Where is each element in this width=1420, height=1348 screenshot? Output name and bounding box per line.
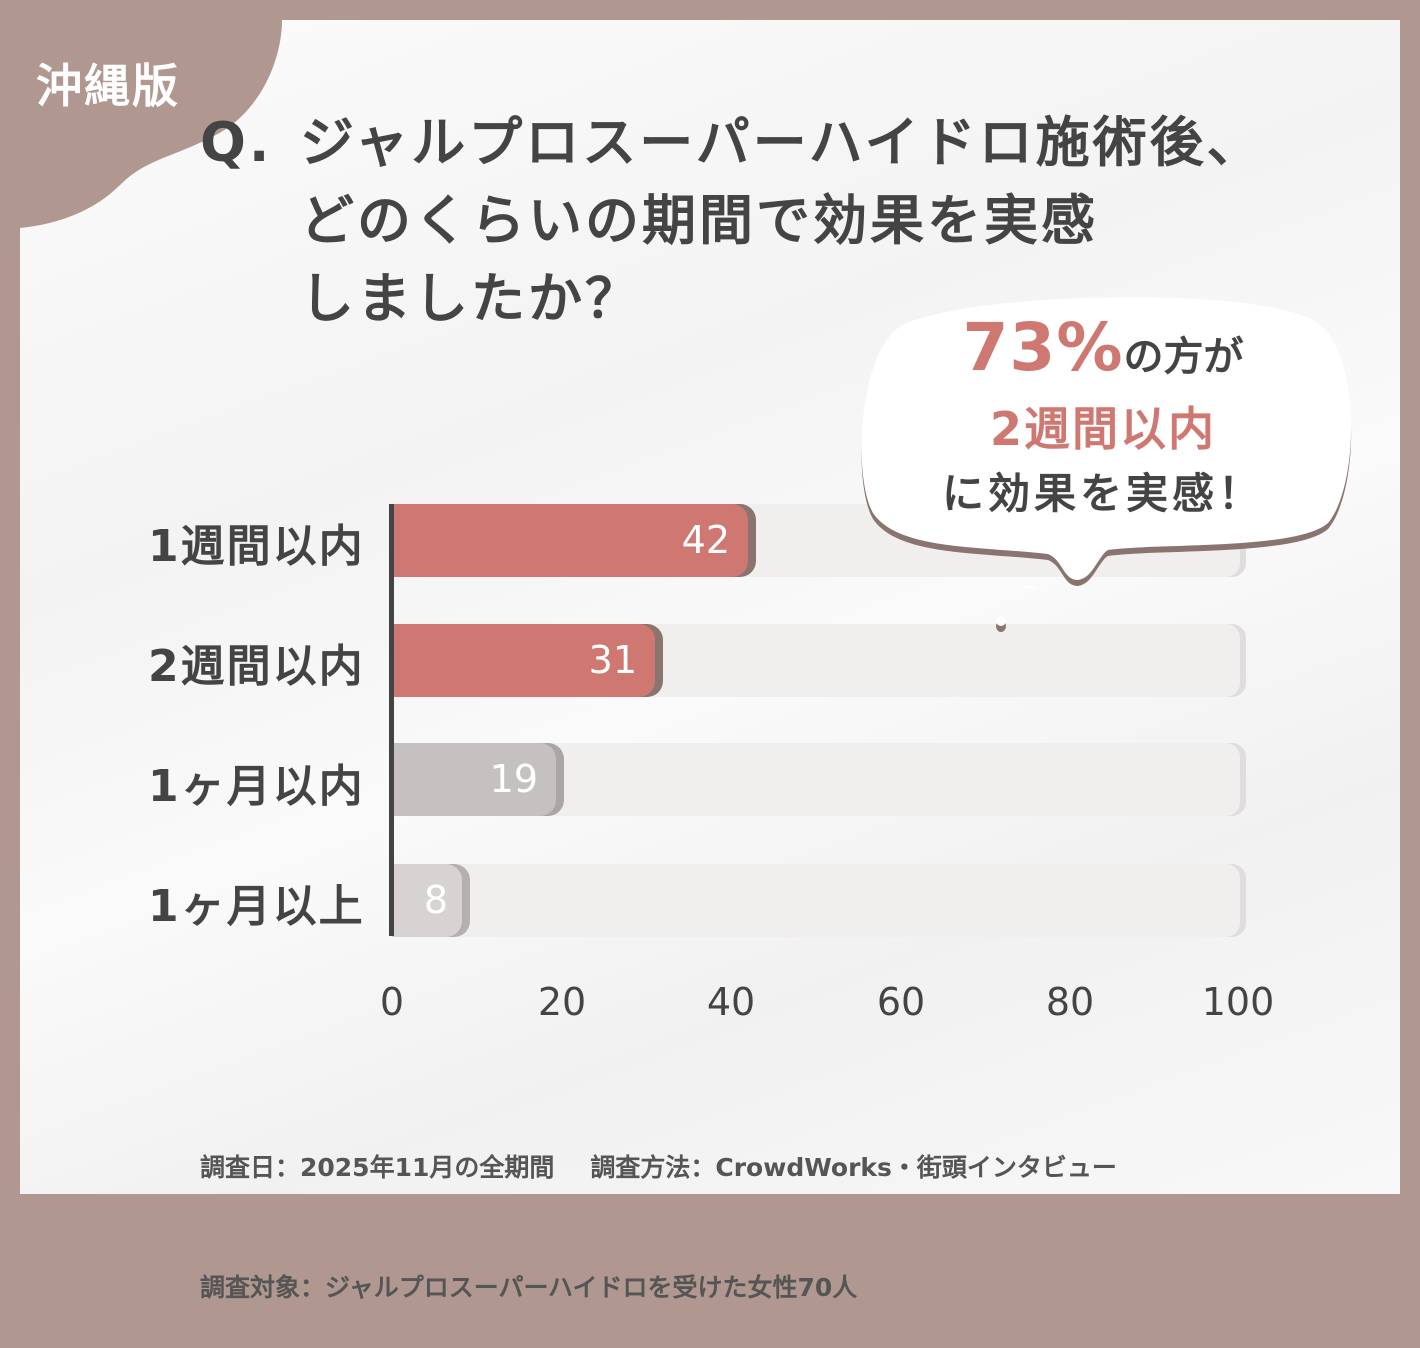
callout-text: 73%の方が 2週間以内 に効果を実感！ — [858, 300, 1348, 527]
x-tick: 0 — [379, 980, 405, 1024]
bar-track-4 — [392, 864, 1240, 937]
bubble-dot-small-fill — [996, 616, 1006, 626]
infographic-card: 沖縄版 — [20, 20, 1400, 1194]
x-tick: 20 — [537, 980, 587, 1024]
survey-date: 調査日：2025年11月の全期間 — [200, 1153, 555, 1182]
bubble-dot-small — [996, 620, 1006, 632]
y-axis-line — [389, 504, 394, 936]
callout-percent: 73% — [962, 309, 1124, 386]
bar-value: 42 — [681, 518, 730, 562]
category-label: 1ヶ月以内 — [148, 761, 365, 812]
corner-decoration — [20, 20, 282, 228]
survey-footer: 調査日：2025年11月の全期間 調査方法：CrowdWorks・街頭インタビュー… — [200, 1068, 1117, 1348]
callout-highlight: 2週間以内 — [989, 402, 1216, 456]
bar-2-weeks: 31 — [392, 624, 655, 697]
callout-line3: に効果を実感！ — [941, 469, 1264, 518]
bar-value: 19 — [489, 757, 538, 801]
survey-method: 調査方法：CrowdWorks・街頭インタビュー — [590, 1153, 1117, 1182]
bar-over-1-month: 8 — [392, 864, 462, 937]
survey-target: 調査対象：ジャルプロスーパーハイドロを受けた女性70人 — [200, 1273, 858, 1302]
x-tick: 60 — [876, 980, 926, 1024]
callout-line1-suffix: の方が — [1123, 334, 1244, 380]
title-line-2: どのくらいの期間で効果を実感 — [300, 189, 1098, 252]
bar-1-week: 42 — [392, 504, 748, 577]
title-prefix: Q. — [200, 111, 273, 174]
category-label: 2週間以内 — [148, 641, 365, 692]
x-tick: 80 — [1045, 980, 1095, 1024]
bar-1-month: 19 — [392, 743, 556, 816]
category-label: 1週間以内 — [148, 521, 365, 572]
title-line-3: しましたか？ — [300, 267, 642, 330]
page-title: Q. ジャルプロスーパーハイドロ施術後、 どのくらいの期間で効果を実感 しましたか… — [200, 104, 1264, 338]
bar-value: 31 — [588, 638, 637, 682]
edition-label: 沖縄版 — [36, 59, 180, 113]
title-line-1: ジャルプロスーパーハイドロ施術後、 — [300, 111, 1264, 174]
category-label: 1ヶ月以上 — [148, 881, 365, 932]
speech-bubble — [861, 297, 1352, 588]
bar-value: 8 — [423, 878, 448, 922]
x-tick: 40 — [706, 980, 756, 1024]
x-tick: 100 — [1201, 980, 1275, 1024]
